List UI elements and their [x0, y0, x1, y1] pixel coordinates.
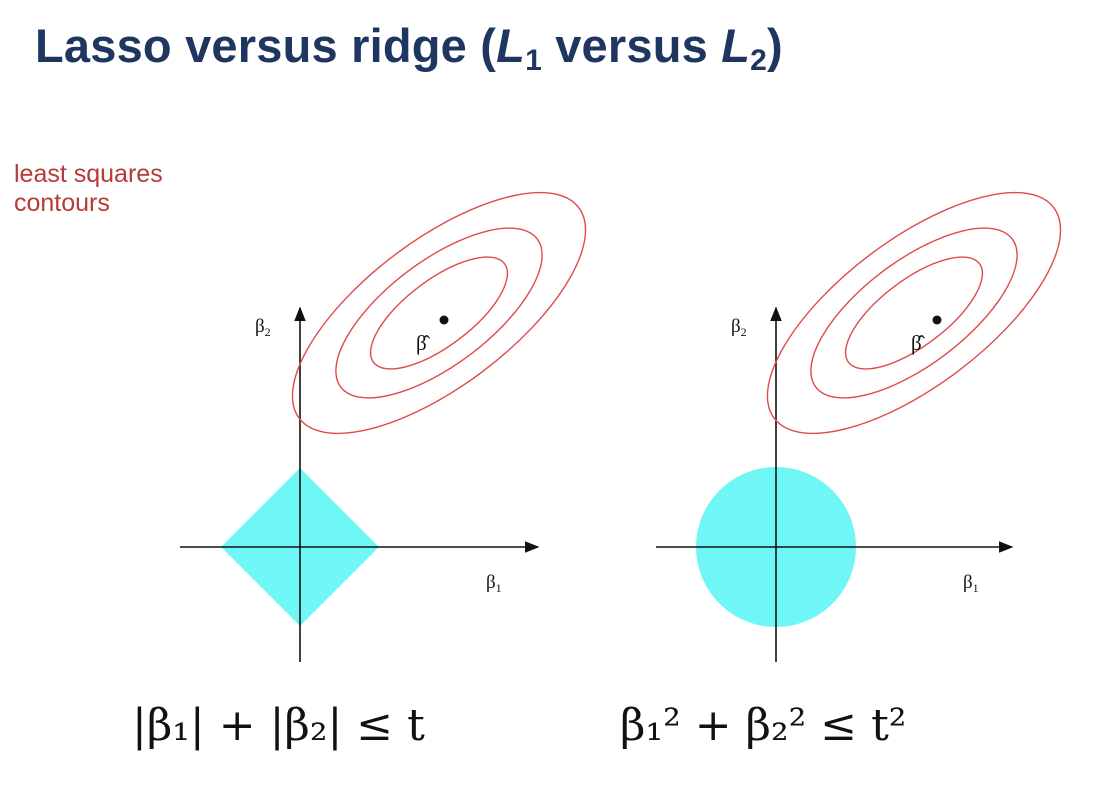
lasso-constraint-formula: |β₁| + |β₂| ≤ t	[132, 700, 425, 751]
lasso-y-axis-label: β2	[255, 316, 271, 339]
callout-line-2: contours	[14, 189, 110, 217]
ridge-contour-2	[810, 227, 1018, 399]
ridge-estimate-point	[932, 315, 942, 325]
ridge-estimate-label: β̂	[911, 331, 926, 355]
ridge-panel: β̂ β2 β1	[656, 191, 1062, 662]
lasso-estimate-label: β̂	[416, 331, 431, 355]
ridge-contours	[766, 191, 1062, 435]
callout-line-1: least squares	[14, 160, 163, 188]
lasso-contours	[291, 191, 587, 435]
lasso-x-axis-label: β1	[486, 572, 502, 595]
lasso-estimate-point	[439, 315, 449, 325]
least-squares-callout: least squares contours	[14, 160, 163, 218]
ridge-y-axis-label: β2	[731, 316, 747, 339]
ridge-contour-3	[766, 191, 1062, 435]
ridge-constraint-formula: β₁² + β₂² ≤ t²	[620, 700, 907, 751]
lasso-panel: β̂ β2 β1	[180, 191, 587, 662]
page-title: Lasso versus ridge (L1 versus L2)	[35, 19, 783, 77]
ridge-x-axis-label: β1	[963, 572, 979, 595]
lasso-contour-1	[369, 256, 509, 370]
lasso-contour-3	[291, 191, 587, 435]
ridge-contour-1	[844, 256, 984, 370]
lasso-contour-2	[335, 227, 543, 399]
